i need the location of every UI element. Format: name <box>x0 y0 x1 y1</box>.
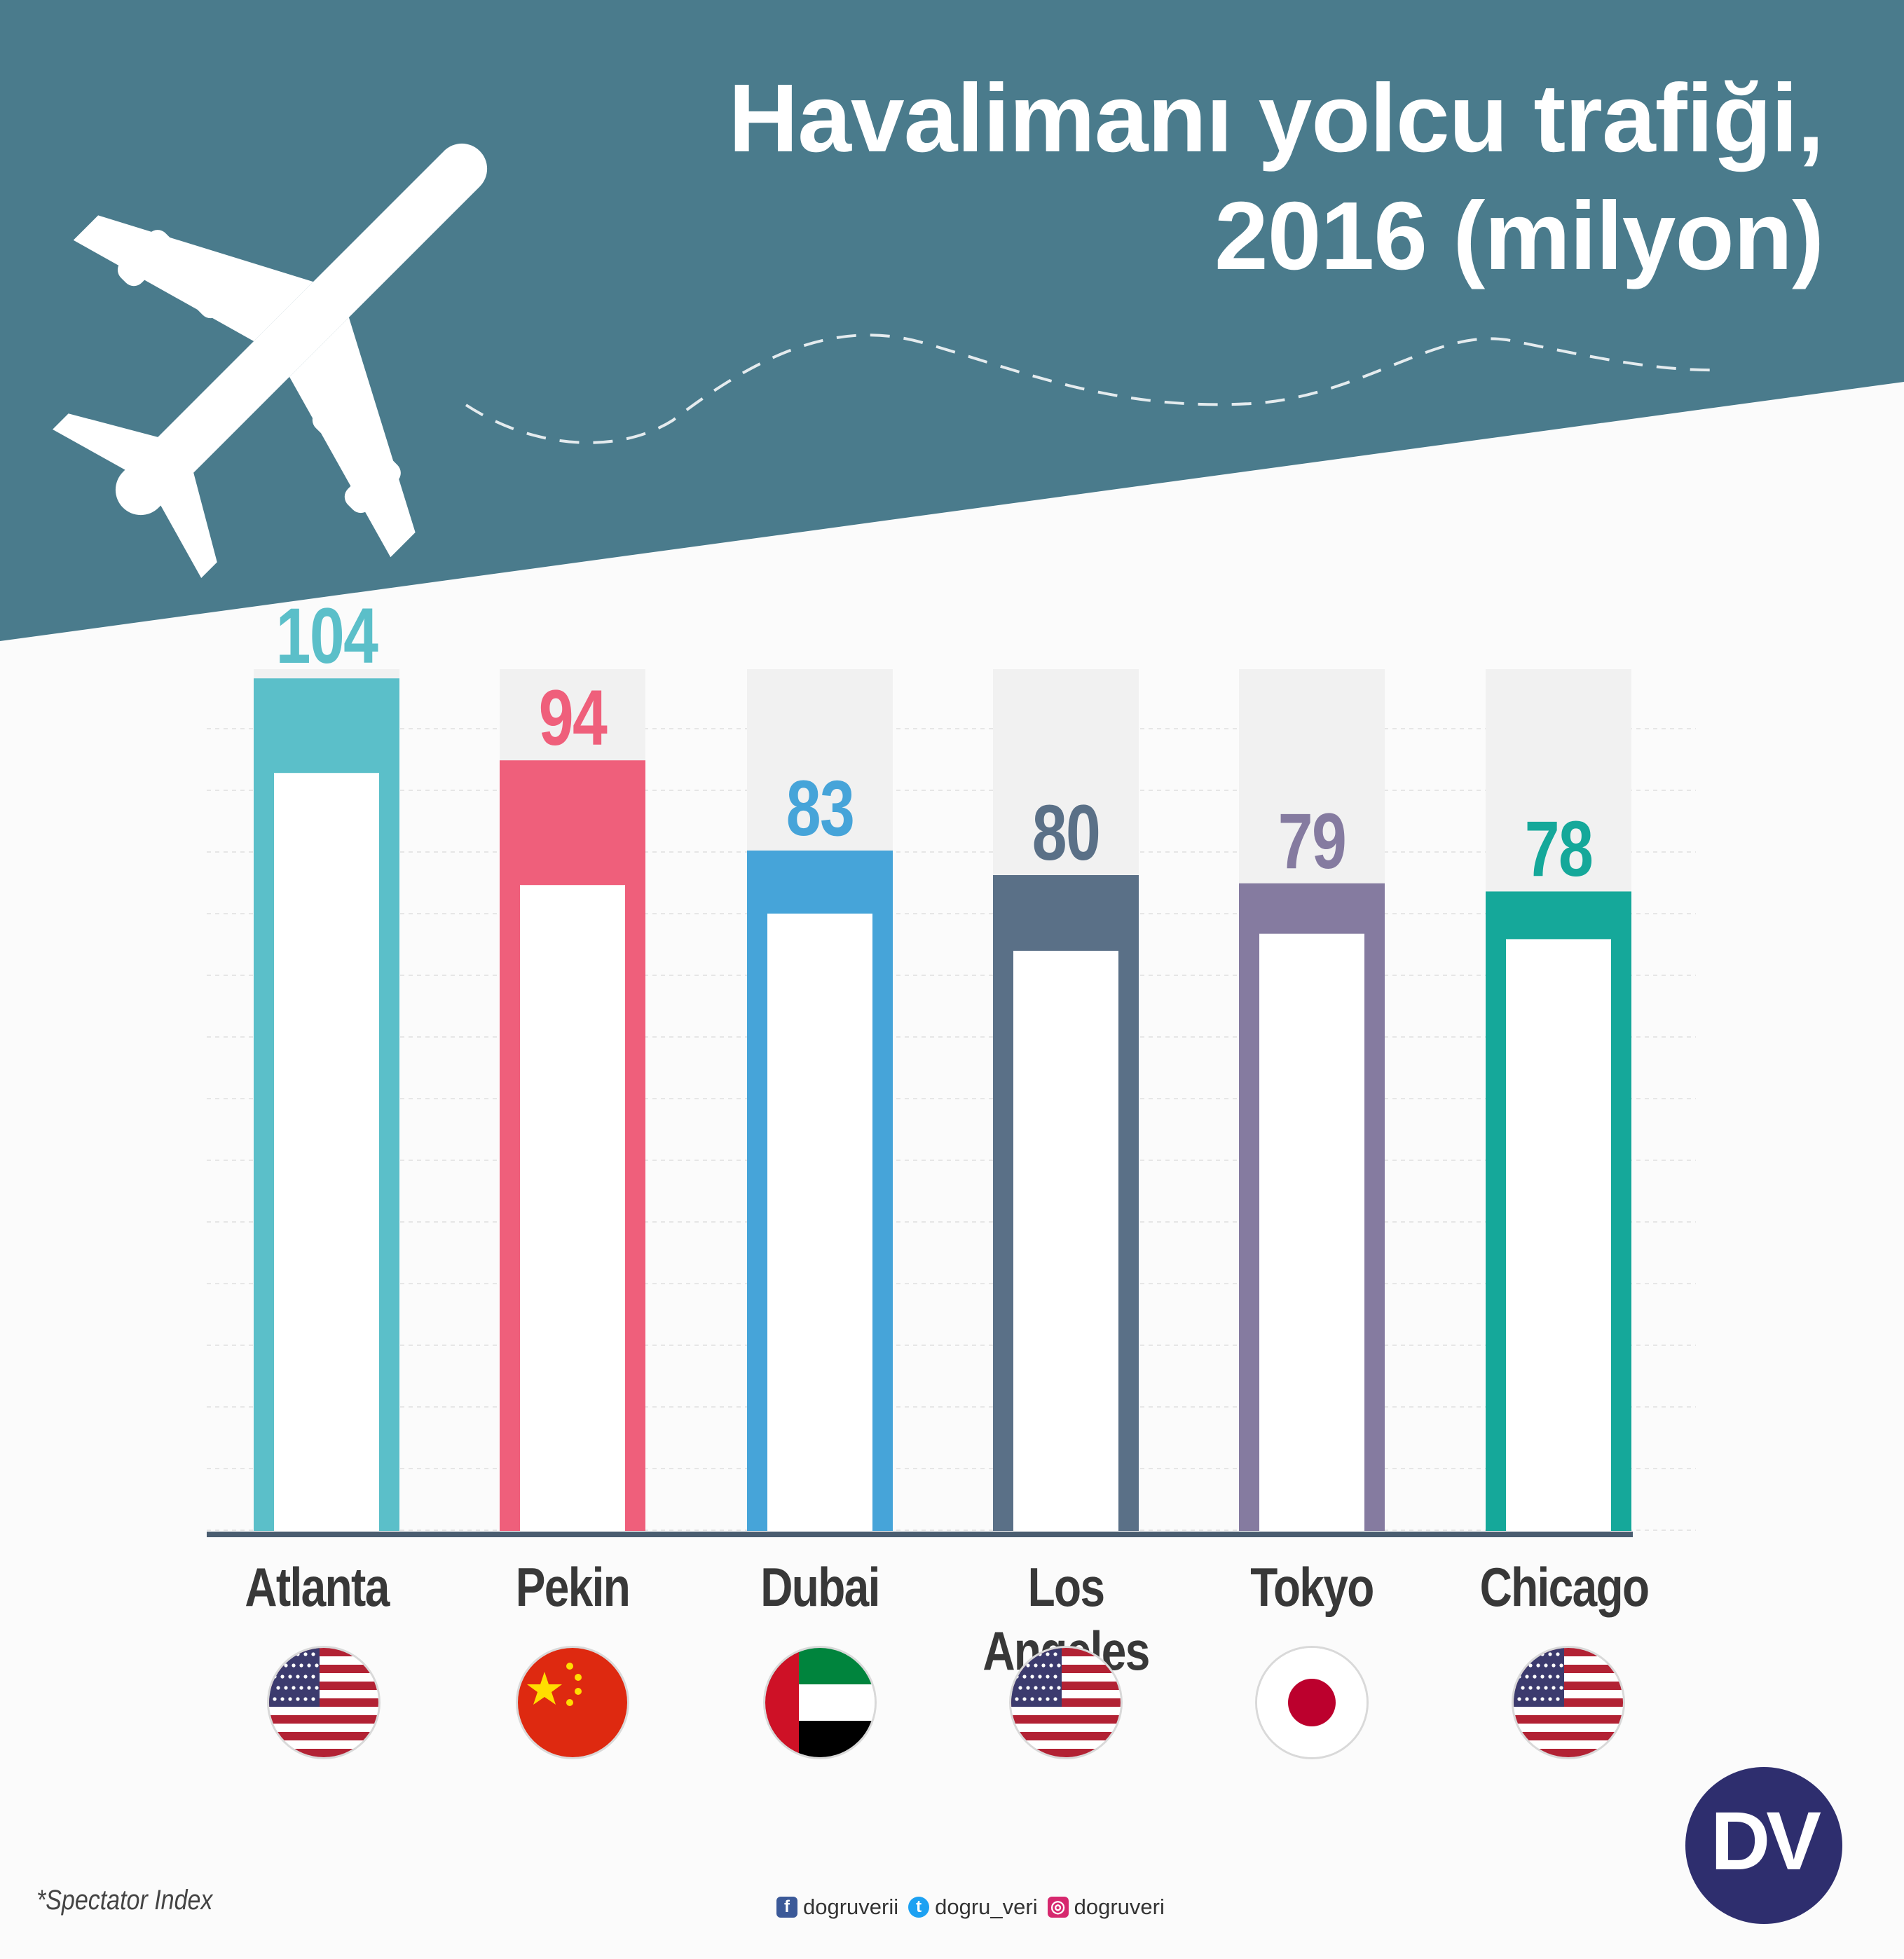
flight-path-dashed-line <box>465 334 1718 444</box>
value-label: 94 <box>538 674 608 762</box>
value-label: 80 <box>1032 789 1101 877</box>
bar-inner <box>767 913 872 1531</box>
instagram-handle: dogruveri <box>1074 1895 1165 1919</box>
bar-inner <box>1259 933 1364 1531</box>
usa-flag-icon <box>269 1648 378 1757</box>
value-label: 78 <box>1524 805 1594 893</box>
usa-flag-icon <box>1011 1648 1121 1757</box>
category-label: Atlanta <box>245 1556 390 1618</box>
dv-logo: DV <box>1685 1767 1842 1924</box>
value-label: 104 <box>275 592 378 680</box>
chart-title: Havalimanı yolcu trafiği, 2016 (milyon) <box>422 60 1824 295</box>
usa-flag-icon <box>1514 1648 1623 1757</box>
facebook-link[interactable]: f dogruverii <box>776 1895 898 1920</box>
twitter-handle: dogru_veri <box>935 1895 1038 1919</box>
category-label: Chicago <box>1479 1556 1650 1618</box>
category-label: Los Angeles <box>982 1556 1150 1682</box>
value-label: 79 <box>1278 797 1347 885</box>
title-line-1: Havalimanı yolcu trafiği, <box>728 64 1824 172</box>
category-label: Pekin <box>515 1556 631 1618</box>
social-links: f dogruverii t dogru_veri ◎ dogruveri <box>776 1895 1165 1920</box>
logo-text: DV <box>1711 1795 1821 1888</box>
header-band <box>0 0 1904 641</box>
twitter-link[interactable]: t dogru_veri <box>908 1895 1038 1920</box>
bar-inner <box>274 773 379 1531</box>
airplane-icon <box>53 143 488 578</box>
facebook-icon: f <box>776 1897 797 1918</box>
twitter-icon: t <box>908 1897 930 1918</box>
category-label: Dubai <box>760 1556 880 1618</box>
category-label: Tokyo <box>1250 1556 1374 1618</box>
title-line-2: 2016 (milyon) <box>1214 182 1824 290</box>
uae-flag-icon <box>765 1648 875 1757</box>
bar-inner <box>1506 939 1611 1531</box>
instagram-icon: ◎ <box>1047 1897 1069 1918</box>
source-note: *Spectator Index <box>36 1885 213 1916</box>
facebook-handle: dogruverii <box>803 1895 899 1919</box>
bar-inner <box>520 885 625 1531</box>
japan-flag-icon <box>1257 1648 1367 1757</box>
value-label: 83 <box>786 764 855 852</box>
instagram-link[interactable]: ◎ dogruveri <box>1047 1895 1165 1920</box>
china-flag-icon <box>518 1648 627 1757</box>
bar-inner <box>1013 951 1118 1531</box>
